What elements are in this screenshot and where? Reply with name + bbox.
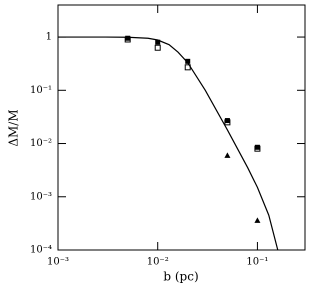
y-tick-label: 10⁻³ — [30, 191, 52, 202]
x-tick-label: 10⁻¹ — [246, 257, 268, 268]
chart: b (pc) ΔM/M 10⁻³ 10⁻² 10⁻¹10⁻⁴10⁻³10⁻²10⁻¹… — [7, 4, 306, 284]
point — [254, 145, 261, 152]
y-tick-label: 10⁻⁴ — [30, 245, 52, 256]
point — [185, 58, 191, 64]
point — [254, 144, 260, 150]
curve — [58, 36, 279, 250]
point — [184, 64, 191, 71]
point — [224, 118, 230, 124]
x-axis-label: b (pc) — [163, 270, 198, 284]
point — [224, 152, 231, 158]
plot-frame — [57, 4, 306, 251]
point — [254, 217, 261, 223]
y-tick-label: 1 — [46, 32, 52, 43]
y-tick-label: 10⁻¹ — [30, 85, 52, 96]
point — [224, 119, 231, 126]
x-tick-label: 10⁻² — [147, 257, 169, 268]
y-axis-label: ΔM/M — [7, 109, 21, 146]
x-tick-label: 10⁻³ — [47, 257, 69, 268]
point — [125, 35, 131, 41]
point — [155, 39, 161, 45]
point — [124, 36, 131, 43]
y-tick-label: 10⁻² — [30, 138, 52, 149]
point — [154, 44, 161, 51]
